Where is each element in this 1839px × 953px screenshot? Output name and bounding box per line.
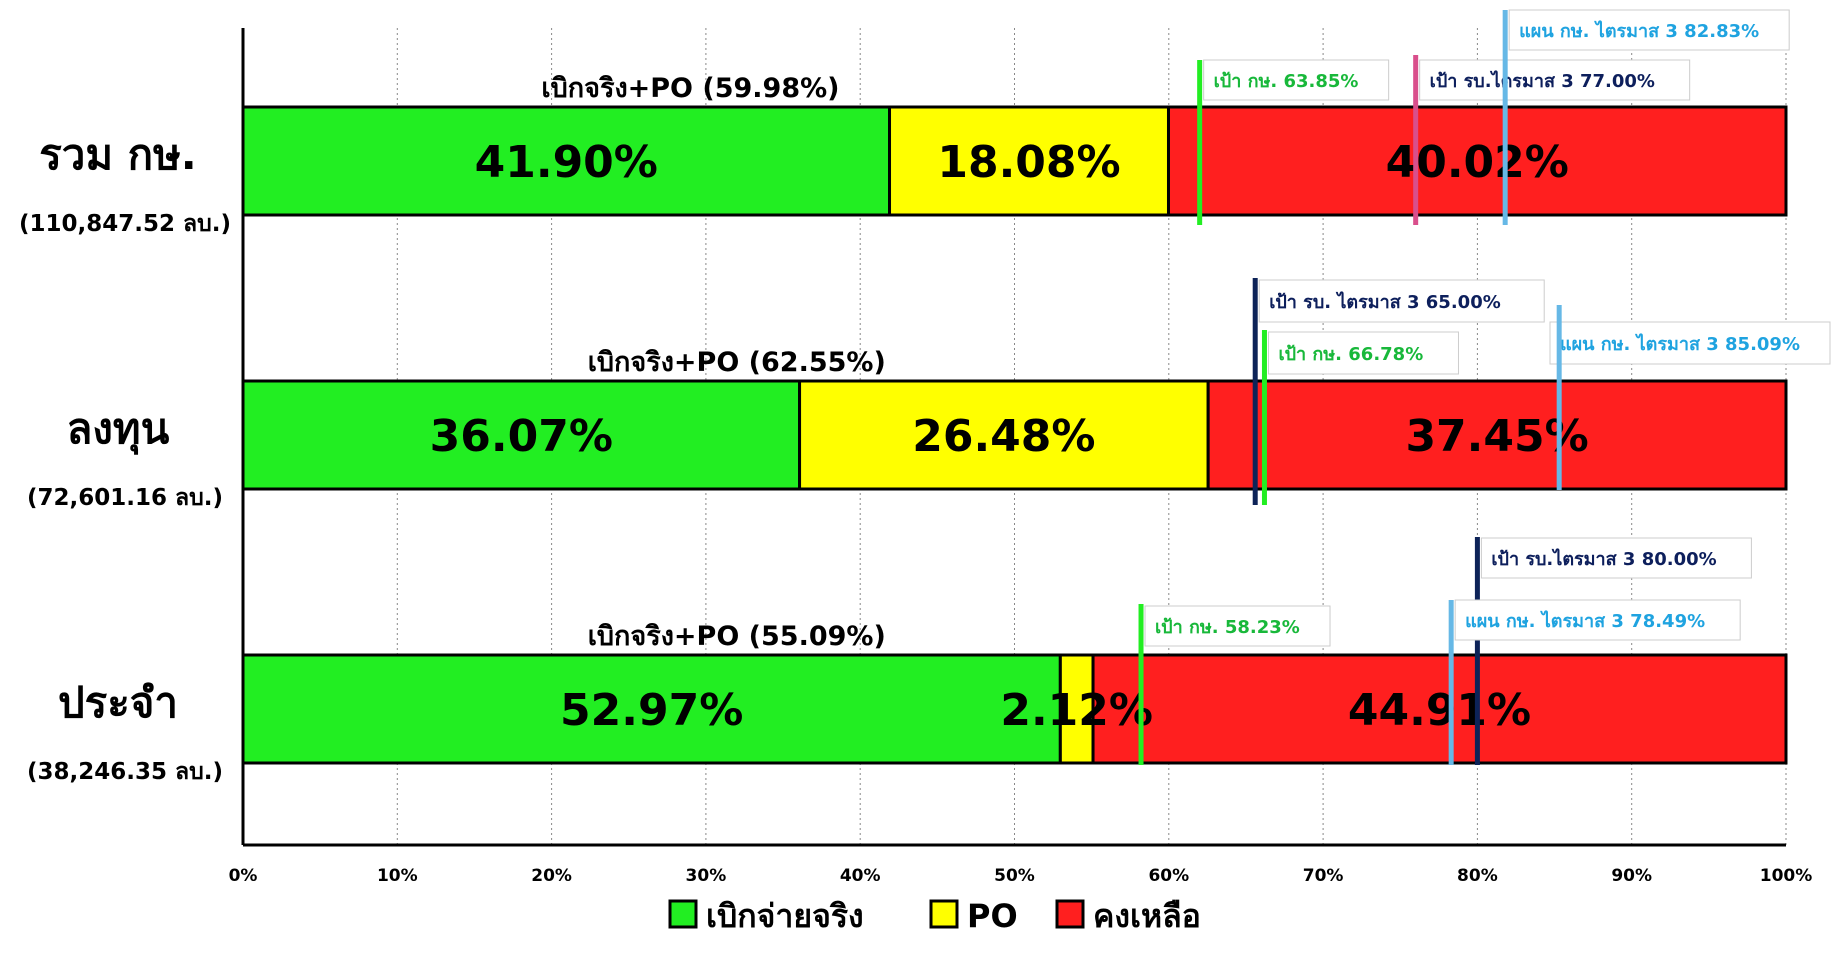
summary-label: เบิกจริง+PO (55.09%)	[588, 621, 886, 652]
category-total: (72,601.16 ลบ.)	[27, 485, 223, 511]
marker-label: เป้า รบ. ไตรมาส 3 65.00%	[1269, 291, 1501, 313]
x-tick-label: 70%	[1303, 866, 1344, 886]
bar-segment	[1206, 379, 1788, 491]
marker-label: เป้า กษ. 63.85%	[1214, 71, 1359, 92]
marker-annotation-box	[1508, 9, 1790, 51]
category-total: (110,847.52 ลบ.)	[19, 211, 231, 237]
data-label: 44.91%	[1348, 685, 1531, 736]
x-tick-label: 80%	[1457, 866, 1498, 886]
x-tick-label: 60%	[1148, 866, 1189, 886]
data-label: 36.07%	[430, 411, 613, 462]
data-label: 41.90%	[475, 137, 658, 188]
marker-annotation-box	[1419, 59, 1691, 101]
legend-label: คงเหลือ	[1093, 897, 1201, 935]
summary-label: เบิกจริง+PO (59.98%)	[541, 73, 839, 104]
axes	[241, 28, 1786, 847]
bar-segment	[1091, 653, 1788, 765]
x-tick-label: 40%	[840, 866, 881, 886]
marker-label: เป้า กษ. 66.78%	[1278, 344, 1423, 365]
marker-label: แผน กษ. ไตรมาส 3 78.49%	[1465, 610, 1705, 632]
marker-annotation-box	[1480, 537, 1752, 579]
marker-annotation-box	[1258, 279, 1545, 323]
marker-label: แผน กษ. ไตรมาส 3 82.83%	[1519, 20, 1759, 42]
marker-annotation-box	[1267, 331, 1459, 375]
category-name: รวม กษ.	[39, 130, 197, 179]
data-label: 52.97%	[560, 685, 743, 736]
marker-annotation-box	[1549, 321, 1831, 365]
x-tick-label: 50%	[994, 866, 1035, 886]
x-tick-label: 90%	[1611, 866, 1652, 886]
bars: 41.90% 18.08% 40.02% เบิกจริง+PO (59.98%) 36…	[241, 73, 1788, 765]
category-total: (38,246.35 ลบ.)	[27, 759, 223, 785]
marker-label: เป้า รบ.ไตรมาส 3 77.00%	[1430, 70, 1655, 92]
marker-label: เป้า รบ.ไตรมาส 3 80.00%	[1491, 548, 1716, 570]
x-tick-label: 0%	[229, 866, 258, 886]
marker-label: เป้า กษ. 58.23%	[1155, 617, 1300, 638]
bar-segment	[798, 379, 1210, 491]
category-name: ลงทุน	[67, 404, 170, 455]
legend-swatch	[668, 899, 698, 929]
legend-swatch	[1055, 899, 1085, 929]
marker-annotation-box	[1454, 599, 1741, 641]
marker-label: แผน กษ. ไตรมาส 3 85.09%	[1560, 333, 1800, 355]
x-tick-label: 20%	[531, 866, 572, 886]
x-tick-label: 30%	[686, 866, 727, 886]
category-labels: รวม กษ. (110,847.52 ลบ.) ลงทุน (72,601.16 ล…	[19, 130, 231, 785]
legend-swatch	[929, 899, 959, 929]
x-axis-ticks: 0% 10% 20% 30% 40% 50% 60% 70% 80% 90% 100%	[229, 866, 1813, 886]
target-markers: เป้า กษ. 63.85% เป้า รบ.ไตรมาส 3 77.00% แผ…	[1138, 9, 1831, 765]
data-label: 2.12%	[1000, 685, 1153, 736]
summary-label: เบิกจริง+PO (62.55%)	[588, 347, 886, 378]
marker-annotation-box	[1203, 59, 1390, 101]
bar-segment	[1166, 105, 1788, 217]
data-label: 40.02%	[1386, 137, 1569, 188]
data-label: 26.48%	[912, 411, 1095, 462]
marker-annotation-box	[1144, 605, 1331, 647]
data-label: 18.08%	[937, 137, 1120, 188]
legend: เบิกจ่ายจริง PO คงเหลือ	[668, 897, 1201, 935]
x-tick-label: 100%	[1760, 866, 1813, 886]
bar-segment	[888, 105, 1170, 217]
x-tick-label: 10%	[377, 866, 418, 886]
category-name: ประจำ	[58, 678, 178, 727]
legend-label: PO	[967, 897, 1018, 935]
legend-label: เบิกจ่ายจริง	[706, 897, 864, 935]
